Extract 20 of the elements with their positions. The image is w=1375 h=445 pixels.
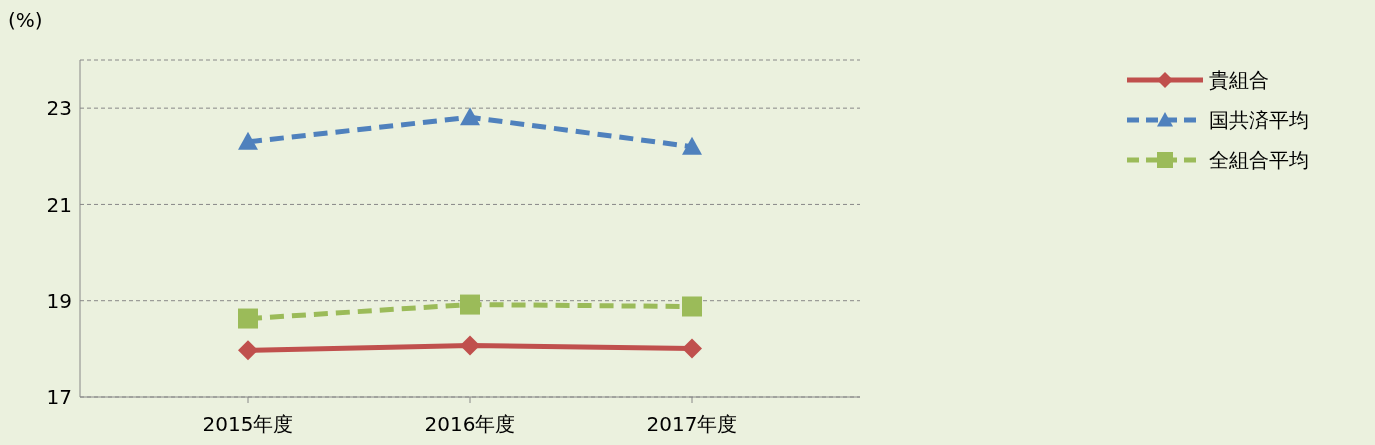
x-tick-label: 2017年度 bbox=[646, 412, 738, 437]
legend-label: 貴組合 bbox=[1209, 66, 1269, 94]
y-axis-title: (%) bbox=[8, 8, 43, 32]
x-tick-label: 2015年度 bbox=[202, 412, 294, 437]
point bbox=[238, 308, 258, 329]
point bbox=[460, 107, 480, 126]
y-tick-label: 21 bbox=[46, 192, 72, 217]
point bbox=[238, 131, 258, 150]
point bbox=[682, 296, 702, 317]
point bbox=[460, 335, 480, 356]
point bbox=[238, 340, 258, 361]
point bbox=[460, 294, 480, 315]
y-tick-label: 17 bbox=[46, 385, 72, 410]
point bbox=[682, 136, 702, 155]
y-tick-label: 19 bbox=[46, 288, 72, 313]
x-tick-label: 2016年度 bbox=[424, 412, 516, 437]
legend-label: 国共済平均 bbox=[1209, 106, 1309, 134]
legend-label: 全組合平均 bbox=[1209, 146, 1309, 174]
y-tick-label: 23 bbox=[46, 96, 72, 121]
point bbox=[682, 338, 702, 359]
